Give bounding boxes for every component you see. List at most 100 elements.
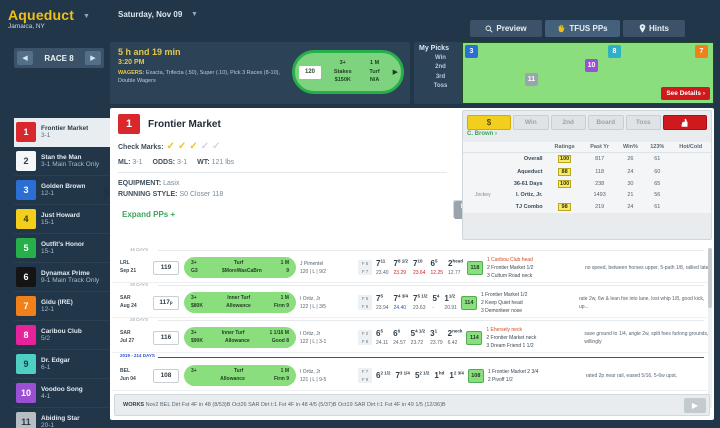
stats-pastyr-cell: 219 xyxy=(595,203,605,210)
toss-label-button[interactable]: Toss xyxy=(625,115,661,130)
pp-call: 66 24.57 xyxy=(393,328,406,346)
chevron-down-icon[interactable]: ▼ xyxy=(83,13,90,20)
horse-list-item-8[interactable]: 8 Caribou Club 5/2 xyxy=(14,321,110,350)
pp-jockey: I Ortiz, Jr 121 | L | 9-5 xyxy=(300,368,327,383)
pp-jockey: J Pimentel 120 | L | 9/2 xyxy=(300,260,327,275)
pp-call-time: 24.11 xyxy=(376,339,389,346)
pp-comment: rated 2p near rail, eased 5/16, 5-6w ups… xyxy=(585,372,677,379)
hints-button[interactable]: Hints xyxy=(623,20,685,37)
pp-call-position: 52 1/2 xyxy=(414,370,430,380)
horse-list-item-1[interactable]: 1 Frontier Market 3-1 xyxy=(14,118,110,147)
horse-list-item-3[interactable]: 3 Golden Brown 12-1 xyxy=(14,176,110,205)
horse-list-item-5[interactable]: 5 Outfit's Honor 15-1 xyxy=(14,234,110,263)
stats-itm-cell: 60 xyxy=(654,168,661,175)
track-diagram[interactable]: 120 3+ Stakes $150K 1 M Turf N/A ▶ xyxy=(292,50,404,94)
pp-call-position: 710 xyxy=(412,258,423,269)
horse-saddle-number: 10 xyxy=(16,383,36,403)
trainer-name[interactable]: C. Brown › xyxy=(467,131,497,137)
pick-chip-8[interactable]: 8 xyxy=(608,45,621,58)
race-conditions-col2: 1 M Turf N/A xyxy=(369,59,379,85)
picks-row-2nd[interactable]: 2nd xyxy=(435,64,446,71)
pp-call-time: 24.57 xyxy=(393,339,406,346)
pp-scrollbar-thumb[interactable] xyxy=(708,248,712,308)
pp-row[interactable]: SAR Jul 27 116 3+ Inner Turf 1 1/16 M $90K Allo… xyxy=(112,323,710,353)
horse-list-name: Just Howard xyxy=(41,211,81,219)
stats-win-cell: 24 xyxy=(627,203,634,210)
date-chevron-down-icon[interactable]: ▼ xyxy=(191,11,198,18)
equipment-row: EQUIPMENT: Lasix xyxy=(118,180,180,187)
pick-chip-3[interactable]: 3 xyxy=(465,45,478,58)
picks-row-3rd[interactable]: 3rd xyxy=(435,73,446,80)
wagers-label: WAGERS: xyxy=(118,70,145,76)
pick-chip-11[interactable]: 11 xyxy=(525,73,538,86)
horse-list-item-7[interactable]: 7 Gidu (IRE) 12-1 xyxy=(14,292,110,321)
pp-call-time: 12.25 xyxy=(430,269,444,276)
ml-field: ML: 3-1 xyxy=(118,159,143,166)
thumbs-down-icon[interactable] xyxy=(663,115,707,130)
connections-stats-box: $ Win 2nd Board Toss C. Brown › Ratings P… xyxy=(462,110,712,240)
pp-scrollbar-track[interactable] xyxy=(708,248,712,408)
board-button[interactable]: Board xyxy=(588,115,624,130)
horse-list-name: Caribou Club xyxy=(41,327,82,335)
pick-chip-7[interactable]: 7 xyxy=(695,45,708,58)
horse-list-odds: 12-1 xyxy=(41,190,55,197)
stats-hotcold-cell xyxy=(670,178,711,190)
expand-pps-link[interactable]: Expand PPs + xyxy=(122,210,176,219)
next-horse-button[interactable]: ▶ xyxy=(684,398,706,413)
horse-number-badge: 1 xyxy=(118,114,140,134)
pick-chip-10[interactable]: 10 xyxy=(585,59,598,72)
pp-track-date: BEL Jun 04 xyxy=(120,368,136,382)
next-race-button[interactable]: ▶ xyxy=(85,51,101,65)
horse-list-name: Dynamax Prime xyxy=(41,269,90,277)
picks-row-toss[interactable]: Toss xyxy=(433,82,448,89)
pp-call-time: - xyxy=(432,304,435,311)
horse-list-name: Frontier Market xyxy=(41,124,89,132)
stats-row-prefix: Jockey xyxy=(475,192,491,199)
my-picks-grid[interactable]: See Details › 3 8 7 10 11 xyxy=(462,42,714,104)
see-details-button[interactable]: See Details › xyxy=(661,87,710,100)
preview-button[interactable]: Preview xyxy=(470,20,542,37)
second-button[interactable]: 2nd xyxy=(550,115,586,130)
pp-call-position: 2head xyxy=(448,258,463,269)
stats-col-header: Hot/Cold xyxy=(670,142,711,153)
stats-table: Ratings Past Yr Win% 123% Hot/Cold Overall 10… xyxy=(463,142,711,213)
pp-track-date: LRL Sep 21 xyxy=(120,260,137,274)
pp-call: 54- xyxy=(432,293,439,311)
pp-row[interactable]: BEL Jun 04 108 3+ Turf 1 M Allowance Firm 9 I Or… xyxy=(112,361,710,391)
pp-row[interactable]: LRL Sep 21 119 3+ Turf 1 M G3 $MoreWasCaBrn 9 J P… xyxy=(112,253,710,283)
past-performances-list[interactable]: 46 DAYS LRL Sep 21 119 3+ Turf 1 M G3 $MoreWasCa… xyxy=(112,248,710,416)
tfus-pps-button[interactable]: TFUS PPs xyxy=(545,20,620,37)
prev-race-button[interactable]: ◀ xyxy=(17,51,33,65)
pp-call-position: 54 1/2 xyxy=(410,328,426,339)
pp-call-position: 62 1/2 xyxy=(376,370,391,380)
stats-win-cell: 24 xyxy=(627,168,634,175)
pp-call-position: 54 xyxy=(432,293,440,304)
pp-conditions: 3+ Turf 1 M G3 $MoreWasCaBrn 9 xyxy=(184,257,296,278)
horse-list-item-10[interactable]: 10 Voodoo Song 4-1 xyxy=(14,379,110,408)
cond-age: 3+ xyxy=(339,60,346,67)
pin-icon xyxy=(639,24,646,33)
track-title[interactable]: Aqueduct xyxy=(8,7,75,23)
horse-list-item-4[interactable]: 4 Just Howard 15-1 xyxy=(14,205,110,234)
stats-row: TJ Combo 98 219 24 61 xyxy=(463,201,711,213)
date-selector[interactable]: Saturday, Nov 09 xyxy=(118,10,183,19)
track-next-arrow-icon[interactable]: ▶ xyxy=(392,69,398,76)
left-rail: ◀ RACE 8 ▶ 1 Frontier Market 3-1 2 Stan the … xyxy=(0,40,110,428)
pp-days-separator: 28 DAYS xyxy=(112,282,710,287)
horse-list-item-2[interactable]: 2 Stan the Man 3-1 Main Track Only xyxy=(14,147,110,176)
money-button[interactable]: $ xyxy=(467,115,511,130)
stats-button-row: $ Win 2nd Board Toss xyxy=(463,111,711,130)
picks-row-win[interactable]: Win xyxy=(435,55,446,62)
works-label: WORKS xyxy=(123,402,145,408)
pp-call-time: 12.77 xyxy=(448,269,461,276)
pp-jockey: I Ortiz, Jr 122 | L | 3/5 xyxy=(300,295,327,310)
pp-row[interactable]: SAR Aug 24 117 p 3+ Inner Turf 1 M $80K Allowanc… xyxy=(112,288,710,318)
win-button[interactable]: Win xyxy=(513,115,549,130)
horse-list-item-9[interactable]: 9 Dr. Edgar 6-1 xyxy=(14,350,110,379)
horse-list-item-6[interactable]: 6 Dynamax Prime 9-1 Main Track Only xyxy=(14,263,110,292)
check-icon-2: ✓ xyxy=(177,141,187,152)
cond-distance: 1 M xyxy=(369,60,380,67)
pp-call-position: 65 xyxy=(376,328,383,339)
horse-list-item-11[interactable]: 11 Abiding Star 20-1 xyxy=(14,408,110,428)
